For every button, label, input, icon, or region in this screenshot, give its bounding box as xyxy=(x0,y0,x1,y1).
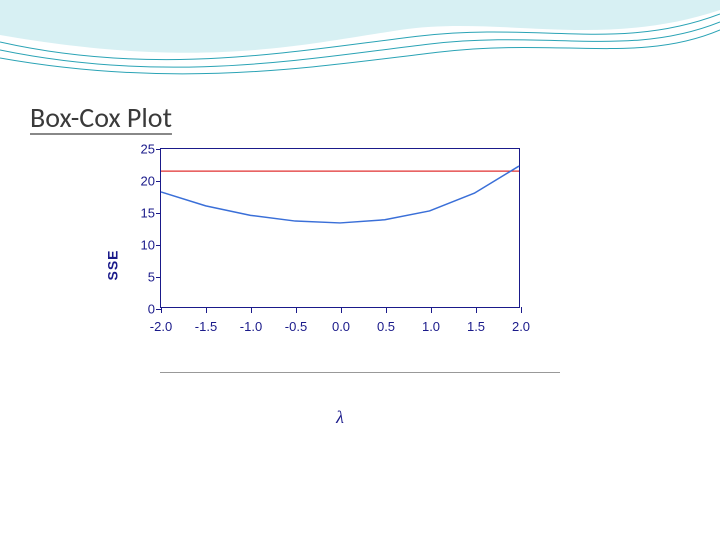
y-tick-label: 5 xyxy=(148,270,155,285)
separator-line xyxy=(160,372,560,373)
slide: Box-Cox Plot SSE 0510152025-2.0-1.5-1.0-… xyxy=(0,0,720,540)
sse-curve xyxy=(161,166,519,223)
x-tick-label: 0.5 xyxy=(377,319,395,334)
x-tick-label: 2.0 xyxy=(512,319,530,334)
x-tick-label: 1.0 xyxy=(422,319,440,334)
y-tick-mark xyxy=(156,181,161,182)
y-tick-mark xyxy=(156,277,161,278)
y-tick-mark xyxy=(156,245,161,246)
wave-decoration xyxy=(0,0,720,90)
x-axis-label: λ xyxy=(336,407,344,428)
plot-svg xyxy=(161,149,519,307)
y-tick-label: 15 xyxy=(141,206,155,221)
y-axis-label: SSE xyxy=(105,249,121,280)
y-tick-label: 10 xyxy=(141,238,155,253)
x-tick-mark xyxy=(296,307,297,313)
x-tick-label: 0.0 xyxy=(332,319,350,334)
y-tick-mark xyxy=(156,213,161,214)
x-tick-mark xyxy=(431,307,432,313)
y-tick-mark xyxy=(156,149,161,150)
y-tick-label: 20 xyxy=(141,174,155,189)
x-tick-label: -0.5 xyxy=(285,319,307,334)
y-tick-label: 25 xyxy=(141,142,155,157)
x-tick-mark xyxy=(476,307,477,313)
boxcox-chart: SSE 0510152025-2.0-1.5-1.0-0.50.00.51.01… xyxy=(105,140,545,390)
slide-title: Box-Cox Plot xyxy=(30,100,172,135)
x-tick-mark xyxy=(386,307,387,313)
x-tick-label: -1.0 xyxy=(240,319,262,334)
x-tick-mark xyxy=(206,307,207,313)
x-tick-mark xyxy=(251,307,252,313)
x-tick-mark xyxy=(161,307,162,313)
x-tick-mark xyxy=(521,307,522,313)
y-tick-label: 0 xyxy=(148,302,155,317)
x-tick-mark xyxy=(341,307,342,313)
x-tick-label: -2.0 xyxy=(150,319,172,334)
plot-area: 0510152025-2.0-1.5-1.0-0.50.00.51.01.52.… xyxy=(160,148,520,308)
x-tick-label: 1.5 xyxy=(467,319,485,334)
x-tick-label: -1.5 xyxy=(195,319,217,334)
